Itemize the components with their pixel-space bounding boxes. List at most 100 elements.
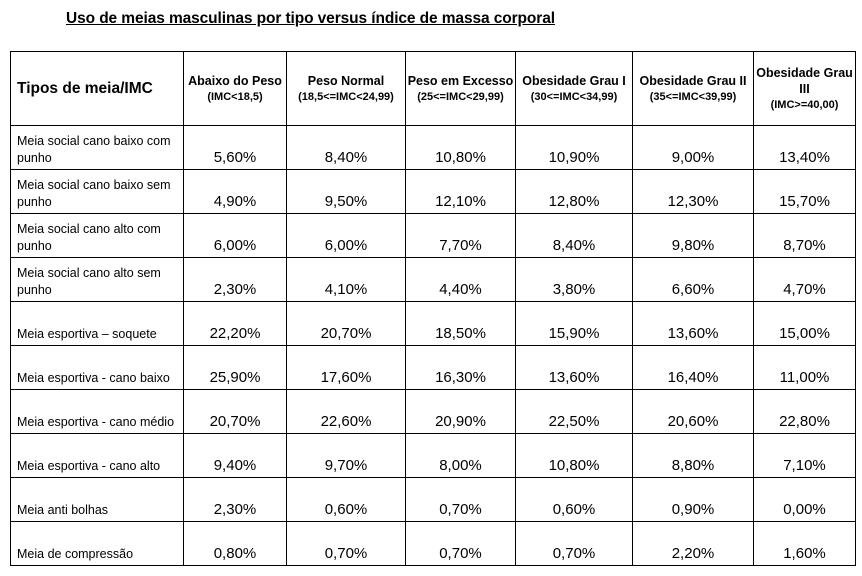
table-row: Meia de compressão 0,80% 0,70% 0,70% 0,7… xyxy=(10,521,856,566)
table-cell: 0,70% xyxy=(405,521,516,566)
table-cell: 2,30% xyxy=(183,257,287,302)
corner-header: Tipos de meia/IMC xyxy=(10,51,184,126)
table-cell: 7,10% xyxy=(753,433,856,478)
col-header-name: Obesidade Grau II xyxy=(639,73,747,88)
table-cell: 22,20% xyxy=(183,301,287,346)
col-header-abaixo-peso: Abaixo do Peso (IMC<18,5) xyxy=(183,51,287,126)
table-cell: 2,30% xyxy=(183,477,287,522)
table-row: Meia social cano baixo com punho 5,60% 8… xyxy=(10,125,856,170)
table-row: Meia esportiva - cano alto 9,40% 9,70% 8… xyxy=(10,433,856,478)
row-label: Meia esportiva - cano médio xyxy=(10,389,184,434)
row-label: Meia social cano baixo sem punho xyxy=(10,169,184,214)
col-header-name: Peso em Excesso xyxy=(407,73,514,88)
row-label: Meia social cano baixo com punho xyxy=(10,125,184,170)
table-cell: 8,00% xyxy=(405,433,516,478)
row-label: Meia social cano alto sem punho xyxy=(10,257,184,302)
col-header-obesidade-2: Obesidade Grau II (35<=IMC<39,99) xyxy=(632,51,754,126)
table-cell: 3,80% xyxy=(515,257,633,302)
table-cell: 1,60% xyxy=(753,521,856,566)
table-row: Meia social cano alto sem punho 2,30% 4,… xyxy=(10,257,856,302)
table-cell: 0,70% xyxy=(405,477,516,522)
table-cell: 5,60% xyxy=(183,125,287,170)
table-cell: 20,90% xyxy=(405,389,516,434)
col-header-name: Obesidade Grau I xyxy=(522,73,626,88)
col-header-obesidade-1: Obesidade Grau I (30<=IMC<34,99) xyxy=(515,51,633,126)
table-cell: 12,30% xyxy=(632,169,754,214)
col-header-range: (IMC<18,5) xyxy=(207,90,263,103)
table-cell: 16,40% xyxy=(632,345,754,390)
table-cell: 8,40% xyxy=(286,125,406,170)
table-cell: 4,40% xyxy=(405,257,516,302)
table-cell: 6,00% xyxy=(286,213,406,258)
imc-sock-table: Tipos de meia/IMC Abaixo do Peso (IMC<18,… xyxy=(10,51,856,566)
table-cell: 20,70% xyxy=(286,301,406,346)
table-row: Meia esportiva - cano médio 20,70% 22,60… xyxy=(10,389,856,434)
table-cell: 17,60% xyxy=(286,345,406,390)
col-header-peso-normal: Peso Normal (18,5<=IMC<24,99) xyxy=(286,51,406,126)
table-cell: 0,00% xyxy=(753,477,856,522)
table-cell: 9,80% xyxy=(632,213,754,258)
row-label: Meia anti bolhas xyxy=(10,477,184,522)
table-cell: 0,70% xyxy=(515,521,633,566)
table-cell: 10,80% xyxy=(515,433,633,478)
table-row: Meia social cano baixo sem punho 4,90% 9… xyxy=(10,169,856,214)
table-cell: 0,80% xyxy=(183,521,287,566)
table-cell: 8,40% xyxy=(515,213,633,258)
table-cell: 0,60% xyxy=(286,477,406,522)
table-cell: 6,60% xyxy=(632,257,754,302)
table-row: Meia social cano alto com punho 6,00% 6,… xyxy=(10,213,856,258)
table-cell: 20,60% xyxy=(632,389,754,434)
table-cell: 16,30% xyxy=(405,345,516,390)
row-label: Meia de compressão xyxy=(10,521,184,566)
col-header-name: Peso Normal xyxy=(307,73,385,88)
table-cell: 8,70% xyxy=(753,213,856,258)
table-cell: 13,60% xyxy=(515,345,633,390)
table-cell: 9,50% xyxy=(286,169,406,214)
row-label: Meia esportiva - cano alto xyxy=(10,433,184,478)
table-cell: 22,60% xyxy=(286,389,406,434)
table-cell: 4,70% xyxy=(753,257,856,302)
table-cell: 4,90% xyxy=(183,169,287,214)
table-cell: 9,40% xyxy=(183,433,287,478)
table-cell: 18,50% xyxy=(405,301,516,346)
col-header-name: Abaixo do Peso xyxy=(188,73,282,88)
table-title: Uso de meias masculinas por tipo versus … xyxy=(66,10,555,27)
table-cell: 15,90% xyxy=(515,301,633,346)
table-cell: 25,90% xyxy=(183,345,287,390)
table-cell: 20,70% xyxy=(183,389,287,434)
table-cell: 22,80% xyxy=(753,389,856,434)
col-header-range: (25<=IMC<29,99) xyxy=(417,90,504,103)
table-cell: 15,70% xyxy=(753,169,856,214)
table-cell: 9,70% xyxy=(286,433,406,478)
col-header-range: (18,5<=IMC<24,99) xyxy=(298,90,394,103)
table-cell: 0,60% xyxy=(515,477,633,522)
table-cell: 10,80% xyxy=(405,125,516,170)
row-label: Meia esportiva - cano baixo xyxy=(10,345,184,390)
table-cell: 15,00% xyxy=(753,301,856,346)
table-row: Meia anti bolhas 2,30% 0,60% 0,70% 0,60%… xyxy=(10,477,856,522)
header-row: Tipos de meia/IMC Abaixo do Peso (IMC<18,… xyxy=(10,51,856,126)
col-header-peso-excesso: Peso em Excesso (25<=IMC<29,99) xyxy=(405,51,516,126)
table-cell: 0,70% xyxy=(286,521,406,566)
table-cell: 13,40% xyxy=(753,125,856,170)
table-cell: 4,10% xyxy=(286,257,406,302)
col-header-range: (35<=IMC<39,99) xyxy=(649,90,737,103)
table-cell: 8,80% xyxy=(632,433,754,478)
table-cell: 22,50% xyxy=(515,389,633,434)
table-cell: 2,20% xyxy=(632,521,754,566)
col-header-range: (30<=IMC<34,99) xyxy=(530,90,618,103)
table-cell: 11,00% xyxy=(753,345,856,390)
table-cell: 10,90% xyxy=(515,125,633,170)
table-cell: 6,00% xyxy=(183,213,287,258)
table-cell: 7,70% xyxy=(405,213,516,258)
col-header-range: (IMC>=40,00) xyxy=(770,98,839,111)
table-cell: 13,60% xyxy=(632,301,754,346)
table-cell: 0,90% xyxy=(632,477,754,522)
col-header-name: Obesidade Grau III xyxy=(756,65,853,96)
col-header-obesidade-3: Obesidade Grau III (IMC>=40,00) xyxy=(753,51,856,126)
table-row: Meia esportiva – soquete 22,20% 20,70% 1… xyxy=(10,301,856,346)
row-label: Meia esportiva – soquete xyxy=(10,301,184,346)
table-row: Meia esportiva - cano baixo 25,90% 17,60… xyxy=(10,345,856,390)
table-cell: 12,80% xyxy=(515,169,633,214)
row-label: Meia social cano alto com punho xyxy=(10,213,184,258)
